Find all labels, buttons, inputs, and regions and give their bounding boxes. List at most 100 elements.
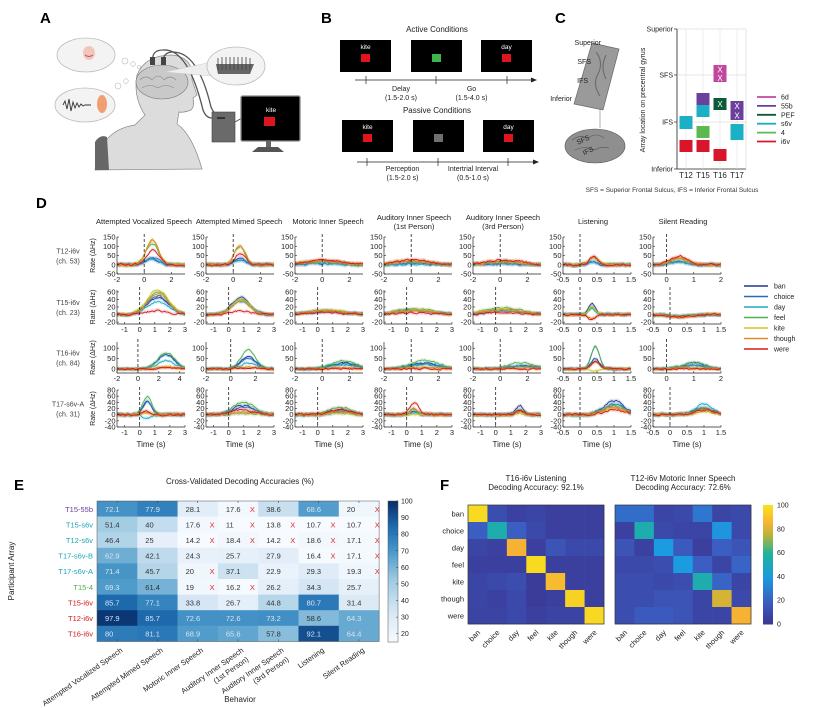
cell-fill bbox=[97, 625, 138, 642]
interval-duration: (1.5-4.0 s) bbox=[456, 95, 488, 102]
sem-band-feel bbox=[295, 308, 363, 318]
column-label: feel bbox=[525, 628, 540, 643]
y-tick-label: -50 bbox=[194, 270, 205, 279]
column-title: Listening bbox=[578, 217, 608, 226]
array-box bbox=[696, 140, 710, 152]
x-tick-label: 2 bbox=[719, 275, 723, 284]
cell-fill bbox=[298, 532, 340, 549]
colorbar-step bbox=[388, 580, 398, 584]
heatmap-cell: 24.3 bbox=[177, 547, 219, 564]
heatmap-cell: 13.8 X bbox=[258, 516, 299, 533]
y-tick-label: 100 bbox=[549, 242, 562, 251]
cell-fill bbox=[137, 532, 178, 549]
trace-kite bbox=[117, 238, 186, 267]
legend-item-choice: choice bbox=[744, 294, 794, 301]
heatmap-cell: 68.9 bbox=[177, 625, 219, 642]
colorbar-step bbox=[763, 620, 773, 623]
matrix-cell bbox=[712, 607, 732, 625]
matrix-cell bbox=[487, 607, 508, 625]
y-tick-label: 0 bbox=[378, 364, 382, 373]
matrix-cell bbox=[506, 556, 527, 574]
sem-band-were bbox=[384, 256, 452, 267]
matrix-cell bbox=[615, 573, 635, 591]
matrix-cell bbox=[692, 556, 713, 574]
matrix-cell bbox=[653, 573, 674, 591]
colorbar-step bbox=[763, 616, 773, 619]
y-tick-label: -20 bbox=[641, 416, 652, 425]
heatmap-cell: 62.9 bbox=[97, 547, 138, 564]
y-tick-label: Superior bbox=[647, 27, 674, 34]
not-significant-x-mark: X bbox=[210, 567, 215, 576]
y-tick-label: 20 bbox=[643, 303, 651, 312]
cell-fill bbox=[258, 594, 299, 611]
trace-day bbox=[206, 362, 275, 370]
column-title: Silent Reading bbox=[659, 217, 708, 226]
colorbar-step bbox=[763, 572, 773, 575]
x-tick-label: 1 bbox=[612, 428, 616, 437]
cell-value: 26.7 bbox=[226, 598, 241, 607]
not-significant-x-mark: X bbox=[375, 505, 380, 514]
legend-label: 4 bbox=[781, 130, 785, 137]
matrix-cell bbox=[692, 573, 713, 591]
y-tick-label: 100 bbox=[639, 242, 652, 251]
sem-band-ban bbox=[117, 352, 185, 372]
legend-label: kite bbox=[774, 326, 785, 333]
y-axis-label: Rate (ΔHz) bbox=[90, 340, 97, 375]
y-tick-label: -20 bbox=[551, 416, 562, 425]
trace-were bbox=[472, 409, 542, 417]
trace-were bbox=[294, 408, 364, 416]
matrix-cell bbox=[487, 556, 508, 574]
heatmap-cell: 11 X bbox=[217, 516, 259, 533]
x-tick-label: 3 bbox=[183, 325, 187, 334]
colorbar-step bbox=[388, 632, 398, 636]
cell-value: 92.1 bbox=[307, 630, 322, 639]
array-box bbox=[713, 149, 727, 161]
row-label: T12-i6v bbox=[68, 614, 93, 623]
colorbar-step bbox=[388, 519, 398, 523]
panel-c-array-locations: SuperiorSFSIFSInferiorSFSIFSSuperiorSFSI… bbox=[550, 27, 794, 195]
trace-were bbox=[472, 311, 542, 316]
colorbar-step bbox=[388, 569, 398, 572]
y-tick-label: -20 bbox=[641, 318, 652, 327]
sem-band-were bbox=[206, 365, 274, 372]
y-tick-label: -40 bbox=[641, 423, 652, 432]
colorbar-step bbox=[388, 550, 398, 554]
colorbar-step bbox=[388, 590, 398, 594]
matrix-cell bbox=[565, 556, 585, 574]
y-tick-label: 0 bbox=[200, 310, 204, 319]
trace-were bbox=[472, 258, 542, 267]
y-tick-label: 60 bbox=[643, 392, 651, 401]
x-tick-label: 2 bbox=[525, 275, 529, 284]
colorbar-step bbox=[388, 583, 398, 587]
electrode-array-bubble bbox=[164, 46, 266, 86]
sem-band-day bbox=[384, 307, 452, 317]
x-tick-label: 0.5 bbox=[592, 325, 602, 334]
not-significant-x-mark: X bbox=[375, 567, 380, 576]
x-tick-label: 1.5 bbox=[626, 374, 636, 383]
heatmap-cell: 16.2 X bbox=[217, 579, 259, 595]
y-tick-label: 40 bbox=[643, 398, 651, 407]
trace-were bbox=[472, 367, 542, 371]
colorbar-tick-label: 20 bbox=[401, 631, 409, 638]
cell-value: 85.7 bbox=[105, 598, 120, 607]
cell-fill bbox=[217, 579, 259, 595]
cell-fill bbox=[97, 594, 138, 611]
strip-label: Superior bbox=[575, 40, 602, 47]
heatmap-cell: 68.6 bbox=[298, 501, 340, 517]
cell-fill bbox=[258, 563, 299, 580]
y-tick-label: 50 bbox=[107, 251, 115, 260]
cue-square bbox=[432, 54, 441, 62]
y-tick-label: 60 bbox=[374, 392, 382, 401]
x-tick-label: -2 bbox=[381, 374, 388, 383]
sem-band-kite bbox=[117, 290, 185, 318]
array-marker-PEF: X bbox=[713, 98, 727, 110]
colorbar-step bbox=[388, 611, 398, 615]
cell-fill bbox=[177, 625, 219, 642]
y-tick-label: -50 bbox=[283, 270, 294, 279]
cell-fill bbox=[217, 547, 259, 564]
